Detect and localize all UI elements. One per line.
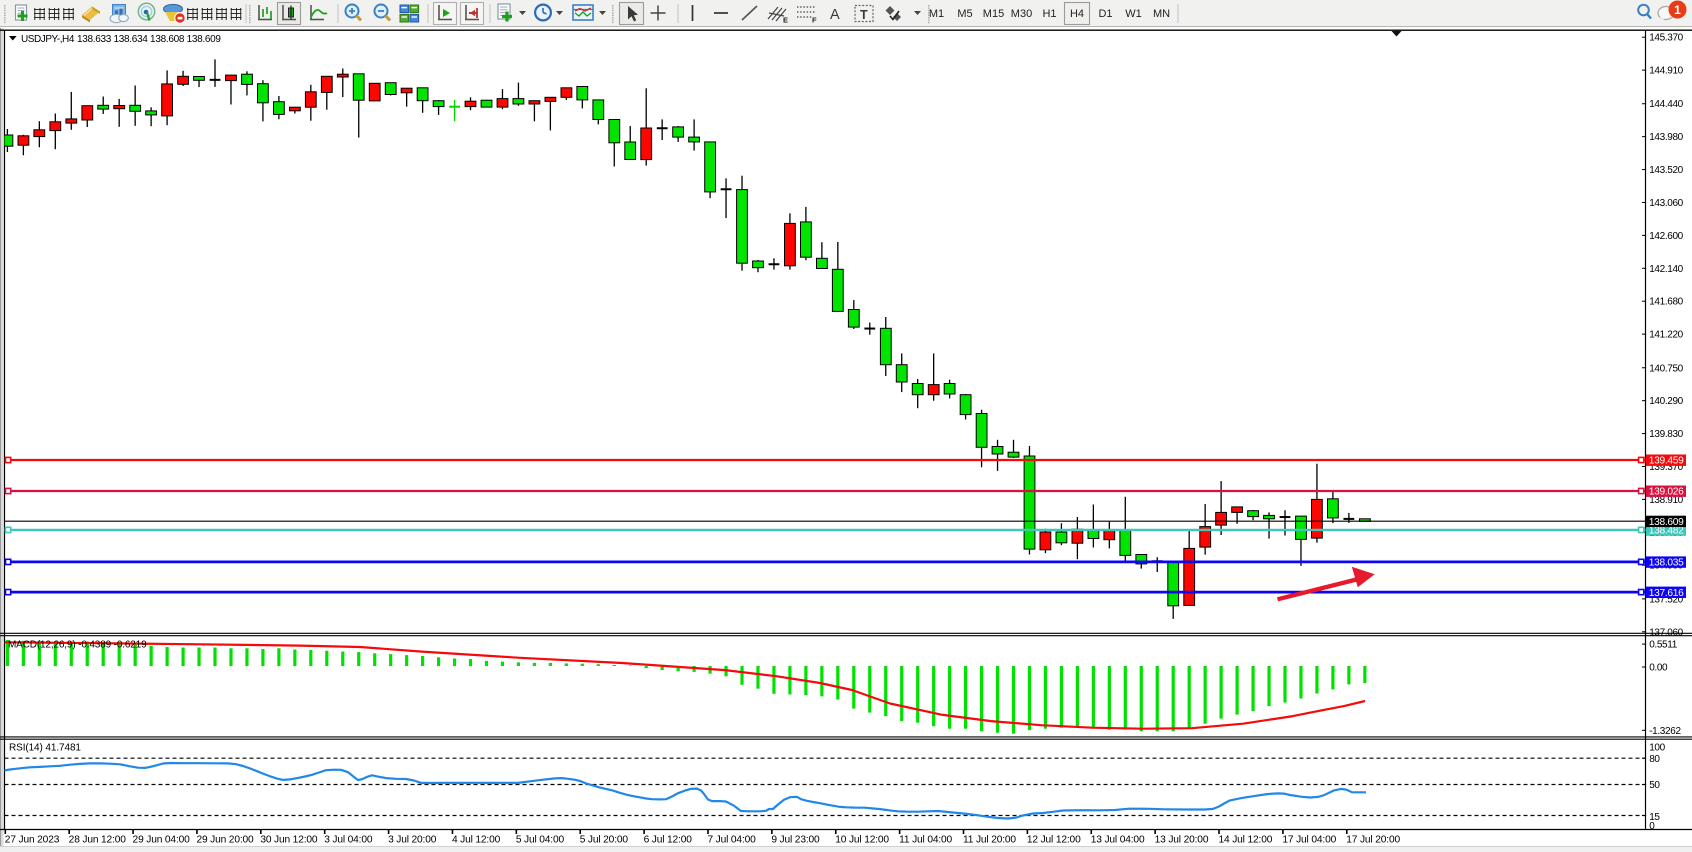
svg-text:145.370: 145.370 [1649,33,1683,44]
svg-text:29 Jun 20:00: 29 Jun 20:00 [196,834,254,845]
svg-text:30 Jun 12:00: 30 Jun 12:00 [260,834,318,845]
svg-text:17 Jul 04:00: 17 Jul 04:00 [1282,834,1336,845]
svg-text:50: 50 [1649,780,1660,791]
svg-text:7 Jul 04:00: 7 Jul 04:00 [707,834,756,845]
svg-text:13 Jul 04:00: 13 Jul 04:00 [1091,834,1145,845]
svg-text:MN: MN [1153,8,1170,20]
svg-text:13 Jul 20:00: 13 Jul 20:00 [1155,834,1209,845]
svg-text:29 Jun 04:00: 29 Jun 04:00 [133,834,191,845]
svg-text:144.910: 144.910 [1649,66,1683,77]
svg-text:11 Jul 20:00: 11 Jul 20:00 [963,834,1016,845]
svg-text:100: 100 [1649,743,1665,754]
svg-text:138.633 138.634 138.608 138.60: 138.633 138.634 138.608 138.609 [77,34,221,45]
svg-text:H1: H1 [1042,8,1056,20]
svg-text:RSI(14) 41.7481: RSI(14) 41.7481 [9,742,81,753]
svg-text:MACD(12,26,9) -0.4389 -0.6219: MACD(12,26,9) -0.4389 -0.6219 [8,639,147,650]
svg-text:0.00: 0.00 [1649,663,1668,674]
svg-text:3 Jul 20:00: 3 Jul 20:00 [388,834,437,845]
svg-text:143.520: 143.520 [1649,165,1683,176]
svg-text:138.035: 138.035 [1649,558,1684,569]
svg-text:139.026: 139.026 [1649,487,1684,498]
svg-text:27 Jun 2023: 27 Jun 2023 [5,834,60,845]
svg-text:137.520: 137.520 [1649,594,1683,605]
svg-text:M30: M30 [1011,8,1032,20]
svg-text:12 Jul 12:00: 12 Jul 12:00 [1027,834,1081,845]
svg-text:0.5511: 0.5511 [1649,640,1678,651]
svg-text:138.609: 138.609 [1649,517,1684,528]
svg-text:3 Jul 04:00: 3 Jul 04:00 [324,834,373,845]
svg-text:139.459: 139.459 [1649,456,1684,467]
svg-text:137.616: 137.616 [1649,588,1684,599]
svg-text:138.482: 138.482 [1649,526,1684,537]
svg-text:T: T [860,8,868,22]
svg-text:M15: M15 [983,8,1004,20]
svg-text:F: F [812,16,817,25]
svg-text:4 Jul 12:00: 4 Jul 12:00 [452,834,501,845]
svg-text:A: A [830,7,840,23]
svg-text:137.060: 137.060 [1649,627,1683,638]
svg-text:141.220: 141.220 [1649,330,1683,341]
svg-text:10 Jul 12:00: 10 Jul 12:00 [835,834,889,845]
svg-text:D1: D1 [1098,8,1112,20]
svg-text:11 Jul 04:00: 11 Jul 04:00 [899,834,952,845]
svg-text:6 Jul 12:00: 6 Jul 12:00 [644,834,693,845]
svg-text:142.140: 142.140 [1649,264,1683,275]
svg-text:W1: W1 [1125,8,1142,20]
svg-text:144.440: 144.440 [1649,99,1683,110]
svg-text:E: E [783,16,788,25]
svg-text:15: 15 [1649,812,1660,823]
svg-text:9 Jul 23:00: 9 Jul 23:00 [771,834,820,845]
svg-text:140.290: 140.290 [1649,396,1683,407]
svg-text:138.910: 138.910 [1649,495,1683,506]
svg-text:139.370: 139.370 [1649,462,1683,473]
svg-text:0: 0 [1649,821,1655,832]
svg-text:1: 1 [1674,3,1681,17]
svg-text:H4: H4 [1070,8,1084,20]
svg-text:143.060: 143.060 [1649,198,1683,209]
svg-text:5 Jul 04:00: 5 Jul 04:00 [516,834,565,845]
svg-text:139.830: 139.830 [1649,429,1683,440]
svg-text:140.750: 140.750 [1649,363,1683,374]
svg-text:14 Jul 12:00: 14 Jul 12:00 [1219,834,1273,845]
svg-text:142.600: 142.600 [1649,231,1683,242]
svg-text:28 Jun 12:00: 28 Jun 12:00 [69,834,127,845]
svg-text:M1: M1 [929,8,944,20]
svg-text:143.980: 143.980 [1649,132,1683,143]
svg-text:5 Jul 20:00: 5 Jul 20:00 [580,834,629,845]
svg-text:-1.3262: -1.3262 [1649,726,1681,737]
svg-text:17 Jul 20:00: 17 Jul 20:00 [1346,834,1400,845]
svg-text:M5: M5 [957,8,972,20]
svg-text:141.680: 141.680 [1649,297,1683,308]
svg-text:80: 80 [1649,754,1660,765]
svg-text:USDJPY-,H4: USDJPY-,H4 [21,34,75,45]
